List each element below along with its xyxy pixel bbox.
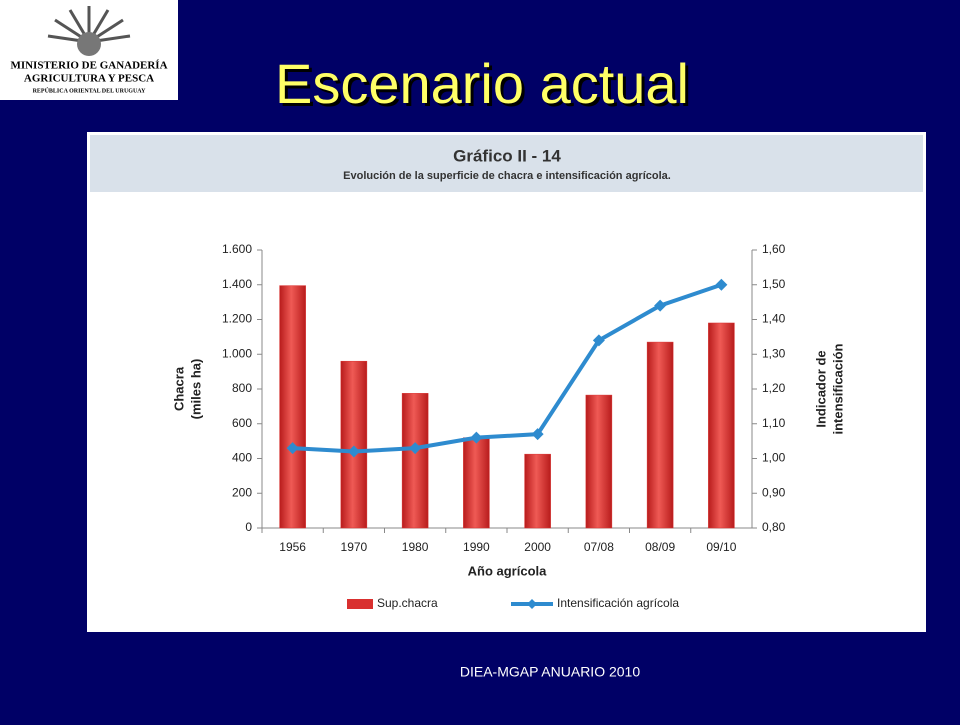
chart-panel [87, 132, 926, 632]
y2-tick-label: 1,00 [762, 451, 786, 465]
y2-tick-label: 1,40 [762, 312, 786, 326]
y-tick-label: 800 [232, 381, 252, 395]
y2-tick-label: 1,10 [762, 416, 786, 430]
logo-line: AGRICULTURA Y PESCA [24, 73, 154, 85]
x-tick-label: 2000 [524, 540, 551, 554]
y2-tick-label: 1,30 [762, 346, 786, 360]
y2-tick-label: 1,20 [762, 381, 786, 395]
y2-axis-label: intensificación [830, 343, 845, 434]
bar [646, 341, 674, 529]
sun [77, 32, 101, 56]
x-tick-label: 1956 [279, 540, 306, 554]
legend-swatch [347, 599, 373, 609]
x-tick-label: 1990 [463, 540, 490, 554]
x-axis-label: Año agrícola [468, 563, 548, 578]
bar [585, 394, 613, 529]
line [292, 282, 723, 454]
y-tick-label: 0 [245, 520, 252, 534]
legend-label: Intensificación agrícola [557, 596, 679, 610]
y-tick-label: 1.400 [222, 277, 252, 291]
logo-line: MINISTERIO DE GANADERÍA [10, 60, 167, 72]
y-axis-label: Chacra [171, 366, 186, 411]
bar [524, 453, 551, 529]
bar [340, 360, 368, 529]
x-tick-label: 1970 [341, 540, 368, 554]
x-tick-label: 1980 [402, 540, 429, 554]
slide-title: Escenario actual [275, 52, 689, 115]
line-marker [286, 442, 299, 455]
y-tick-label: 1.600 [222, 242, 252, 256]
line-marker [592, 334, 605, 347]
x-tick-label: 08/09 [645, 540, 675, 554]
y-tick-label: 1.200 [222, 312, 252, 326]
chart-subtitle: Evolución de la superficie de chacra e i… [343, 170, 671, 182]
bar [463, 437, 490, 529]
y-tick-label: 1.000 [222, 346, 252, 360]
x-tick-label: 09/10 [706, 540, 736, 554]
y-tick-label: 400 [232, 451, 252, 465]
y2-tick-label: 1,50 [762, 277, 786, 291]
y-tick-label: 600 [232, 416, 252, 430]
line-marker [409, 442, 422, 455]
line-marker [470, 431, 483, 444]
chart-header [90, 135, 923, 192]
y-axis-label: (miles ha) [188, 359, 203, 420]
line-marker [347, 445, 360, 458]
y2-tick-label: 0,80 [762, 520, 786, 534]
chart: 0 200 400 600 800 1.000 1.200 1.400 1.600 0,80 0,9… [171, 242, 845, 610]
y-tick-label: 200 [232, 485, 252, 499]
y2-tick-label: 1,60 [762, 242, 786, 256]
bar [401, 393, 429, 529]
line-marker [531, 428, 544, 441]
logo-line: REPÚBLICA ORIENTAL DEL URUGUAY [33, 86, 147, 94]
y2-tick-label: 0,90 [762, 485, 786, 499]
footer: DIEA-MGAP ANUARIO 2010 [460, 664, 640, 680]
logo: MINISTERIO DE GANADERÍA AGRICULTURA Y PE… [0, 0, 178, 100]
legend-swatch-marker [527, 599, 537, 609]
legend-label: Sup.chacra [377, 596, 438, 610]
chart-title: Gráfico II - 14 [453, 146, 561, 165]
line-marker [715, 278, 728, 291]
x-tick-label: 07/08 [584, 540, 614, 554]
title-shadow: Escenario actual [278, 55, 692, 118]
bar [708, 322, 735, 529]
y2-axis-label: Indicador de [813, 350, 828, 427]
bar [279, 285, 306, 529]
line-marker [654, 299, 667, 312]
